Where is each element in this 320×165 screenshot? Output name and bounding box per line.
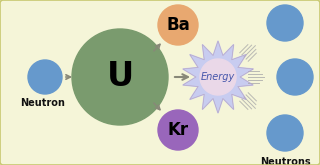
Circle shape [267, 5, 303, 41]
Polygon shape [200, 59, 236, 95]
Polygon shape [183, 41, 253, 113]
Text: U: U [106, 61, 134, 94]
Circle shape [267, 115, 303, 151]
Circle shape [277, 59, 313, 95]
Circle shape [72, 29, 168, 125]
Text: Neutrons: Neutrons [260, 157, 310, 165]
Text: Energy: Energy [201, 72, 235, 82]
Circle shape [28, 60, 62, 94]
Circle shape [158, 110, 198, 150]
Circle shape [158, 5, 198, 45]
Text: Neutron: Neutron [20, 98, 65, 108]
Text: Ba: Ba [166, 16, 190, 34]
Text: Kr: Kr [167, 121, 188, 139]
